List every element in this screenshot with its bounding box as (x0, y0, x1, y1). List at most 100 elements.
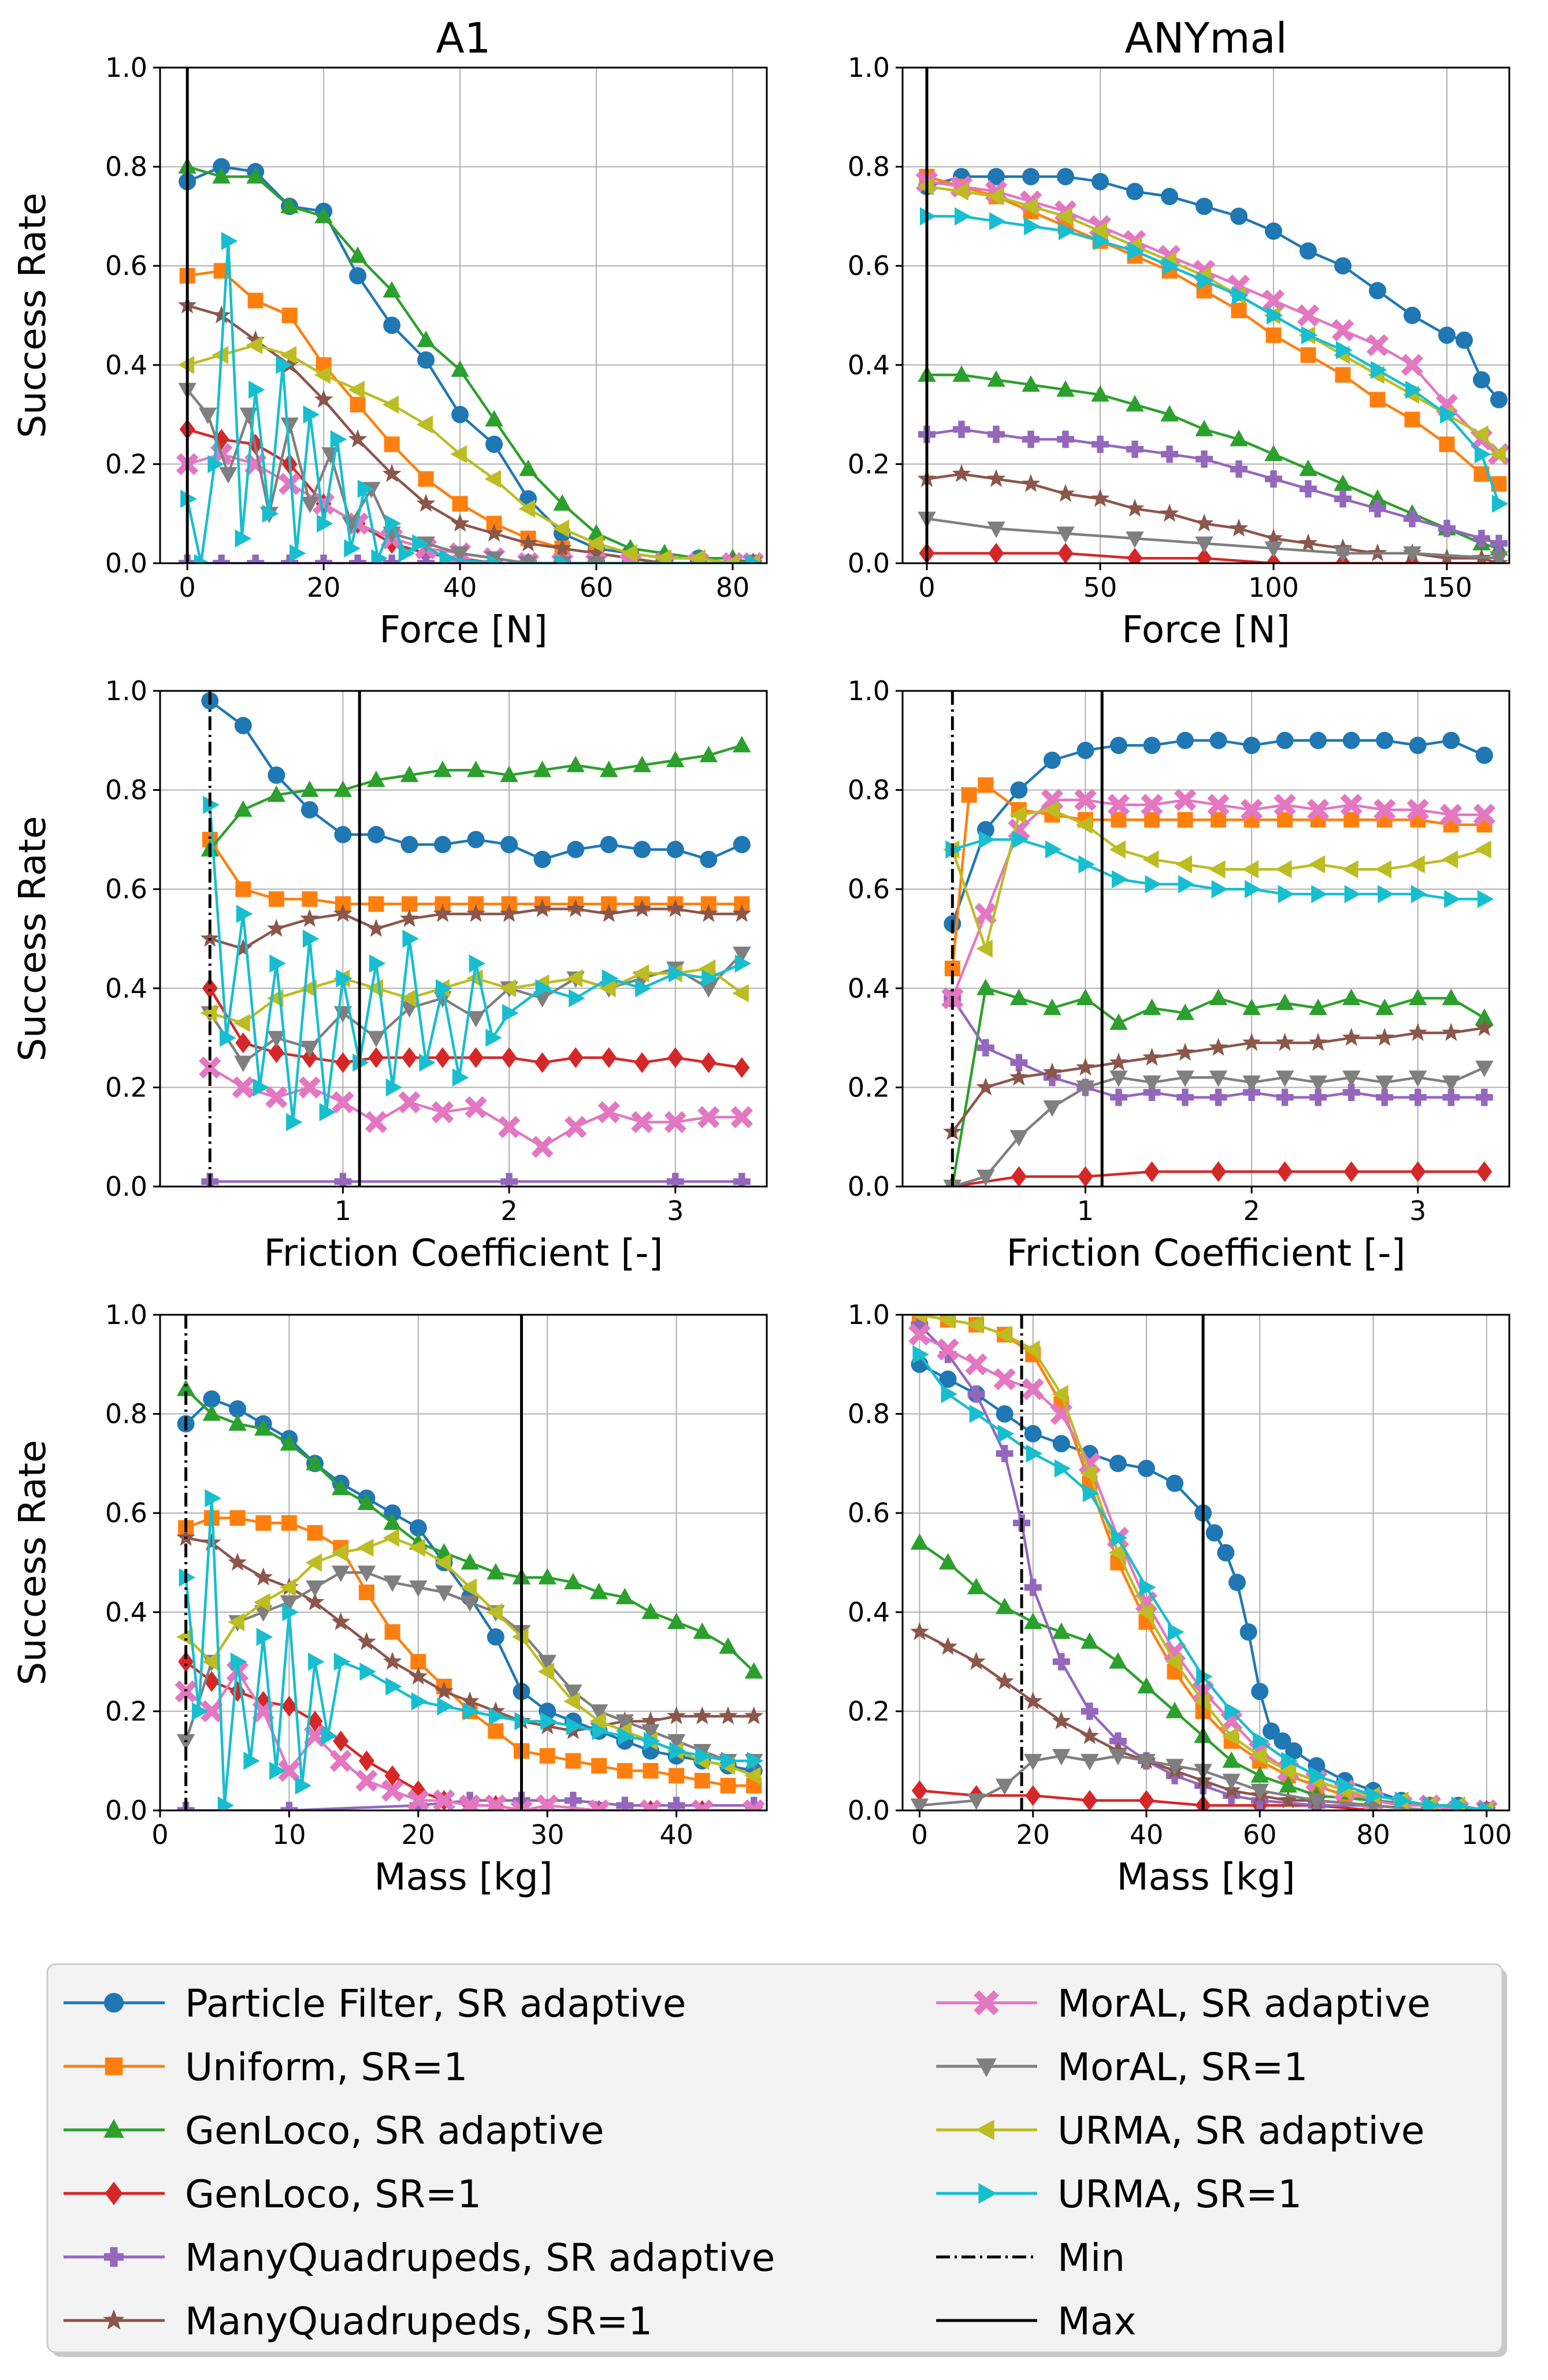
y-tick-label: 1.0 (105, 52, 147, 83)
data-point (1278, 1790, 1298, 1809)
data-point (416, 415, 433, 434)
data-point (1340, 794, 1363, 816)
series-moral-sr-adaptive (941, 789, 1496, 1010)
axes-frame (159, 690, 768, 1188)
data-point (176, 1627, 193, 1646)
data-point (1408, 855, 1425, 873)
data-point (1205, 1524, 1223, 1542)
data-point (232, 1076, 255, 1099)
data-point (655, 549, 671, 563)
data-point (633, 756, 651, 772)
data-point (1143, 737, 1161, 754)
data-point (615, 1714, 634, 1731)
data-point (398, 1091, 421, 1114)
data-point (1059, 222, 1075, 240)
data-point (732, 984, 749, 1003)
data-point (234, 1055, 253, 1072)
panel-a1-friction-coefficient: 1 2 3 0.0 0.2 0.4 0.6 0.8 1.0 Friction Coefficien… (12, 675, 768, 1275)
legend-label: MorAL, SR=1 (1057, 2045, 1308, 2089)
series-group (175, 1379, 765, 1810)
legend-marker (974, 1990, 999, 2015)
data-point (1145, 875, 1161, 894)
y-tick-label: 1.0 (105, 675, 147, 706)
data-point (1080, 1464, 1097, 1483)
data-point (384, 1624, 400, 1640)
data-point (300, 979, 317, 998)
data-point (1239, 1623, 1257, 1641)
data-point (418, 542, 434, 563)
data-point (1045, 840, 1062, 859)
data-point (987, 521, 1005, 538)
data-point (1232, 286, 1249, 305)
data-point (1344, 885, 1361, 903)
data-point (333, 1652, 351, 1671)
data-point (1334, 546, 1352, 563)
data-point (563, 1692, 580, 1710)
data-point (1168, 1623, 1185, 1641)
data-point (993, 1368, 1016, 1390)
grid (903, 690, 1509, 1187)
data-point (987, 370, 1005, 387)
legend-marker (978, 2183, 997, 2204)
data-point (1242, 998, 1261, 1016)
data-point (1279, 1776, 1297, 1793)
data-point (1403, 546, 1421, 563)
data-point (1230, 207, 1248, 225)
data-point (1278, 885, 1295, 903)
data-point (1076, 1080, 1095, 1097)
data-point (1369, 392, 1386, 408)
data-point (1309, 1088, 1327, 1106)
legend-label: ManyQuadrupeds, SR adaptive (185, 2236, 775, 2280)
data-point (938, 1315, 955, 1329)
data-point (1342, 860, 1358, 879)
data-point (433, 760, 452, 778)
data-point (1473, 804, 1496, 826)
y-tick-label: 1.0 (848, 52, 890, 83)
data-point (246, 167, 265, 184)
data-point (1078, 855, 1095, 873)
data-point (252, 1700, 274, 1723)
series-line (919, 1541, 1487, 1810)
data-point (1209, 1070, 1228, 1087)
data-point (307, 1525, 323, 1541)
data-point (1137, 1459, 1155, 1477)
data-point (1334, 474, 1352, 491)
series-line (187, 269, 753, 563)
data-point (418, 471, 434, 487)
y-tick-label: 0.2 (848, 448, 890, 479)
data-point (246, 336, 263, 355)
data-point (666, 899, 685, 917)
data-point (1410, 1161, 1426, 1182)
data-point (383, 281, 401, 298)
data-point (1335, 367, 1351, 383)
data-point (1410, 885, 1428, 903)
x-tick-label: 2 (1243, 1195, 1260, 1226)
data-point (615, 1587, 634, 1605)
data-point (300, 1040, 319, 1058)
data-point (417, 555, 435, 563)
data-point (911, 1780, 927, 1801)
data-point (589, 1712, 606, 1731)
data-point (280, 196, 299, 214)
data-point (234, 717, 252, 735)
data-point (485, 551, 503, 563)
data-point (733, 735, 751, 753)
data-point (1043, 998, 1061, 1016)
x-tick-label: 100 (1461, 1819, 1512, 1850)
data-point (1243, 737, 1261, 754)
legend-entry-particle-filter-sr-adaptive: Particle Filter, SR adaptive (64, 1981, 686, 2026)
data-point (1143, 1084, 1161, 1101)
data-point (1052, 1749, 1071, 1766)
data-point (178, 1651, 194, 1672)
data-point (501, 1047, 517, 1068)
data-point (254, 1567, 273, 1586)
series-group (915, 168, 1509, 563)
data-point (281, 1695, 297, 1717)
data-point (641, 1724, 660, 1741)
data-point (1211, 880, 1228, 898)
x-tick-label: 40 (659, 1819, 693, 1850)
data-point (281, 307, 298, 323)
data-point (632, 899, 652, 917)
data-point (498, 1115, 521, 1139)
